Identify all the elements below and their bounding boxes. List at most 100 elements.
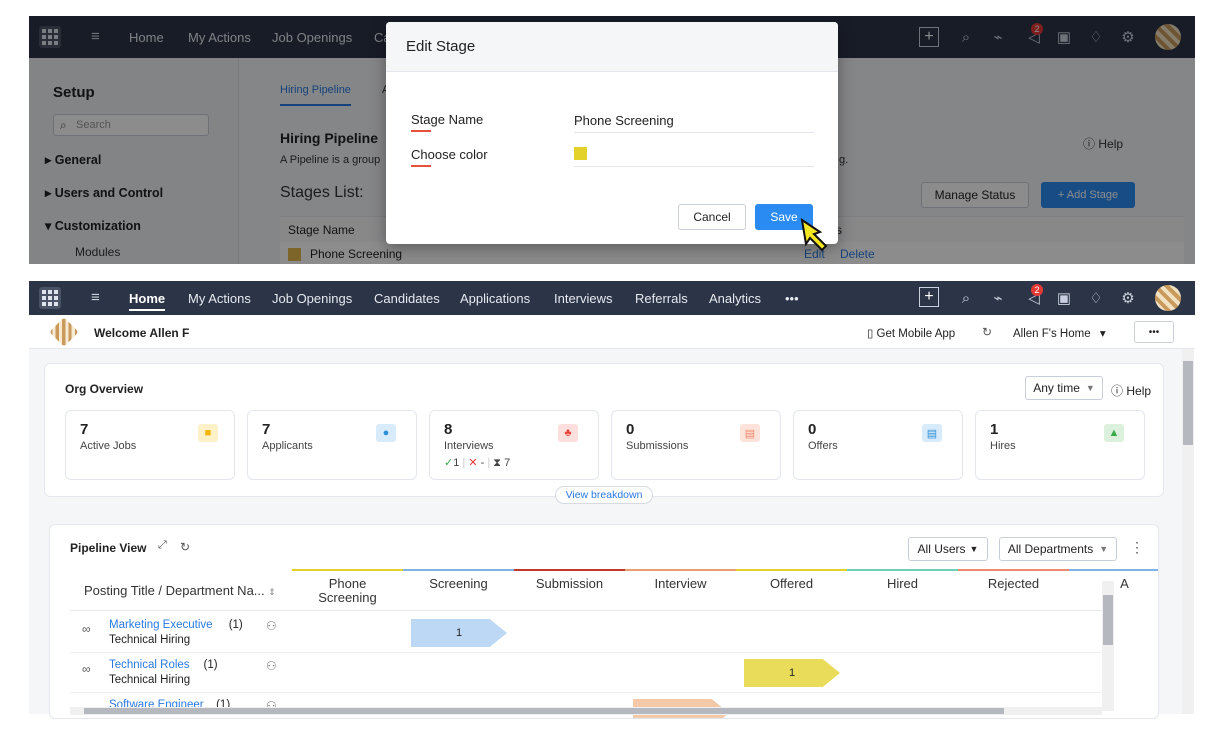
add-icon[interactable]: + xyxy=(919,27,939,47)
delete-link[interactable]: Delete xyxy=(840,247,875,261)
kebab-menu-icon[interactable]: ⋮ xyxy=(1130,539,1144,555)
stage-count-value: 1 xyxy=(455,627,463,639)
department-name: Technical Hiring xyxy=(109,634,191,646)
posting-title-link[interactable]: Marketing Executive xyxy=(109,619,213,631)
nav-job-openings[interactable]: Job Openings xyxy=(272,30,353,45)
add-user-icon[interactable]: ⚇ xyxy=(266,699,277,713)
stat-label: Applicants xyxy=(262,440,313,452)
calendar-icon[interactable]: ▣ xyxy=(1056,290,1072,307)
posting-title-column-header[interactable]: Posting Title / Department Na... ⇕ xyxy=(84,583,276,598)
chevron-down-icon: ▾ xyxy=(1099,328,1106,340)
page-scrollbar[interactable] xyxy=(1182,349,1194,714)
home-selector[interactable]: Allen F's Home ▾ xyxy=(1013,326,1106,340)
avatar[interactable] xyxy=(1155,285,1181,311)
tab-hiring-pipeline[interactable]: Hiring Pipeline xyxy=(280,84,351,106)
megaphone-icon[interactable]: ◁ xyxy=(1028,290,1040,307)
megaphone-icon[interactable]: ◁ xyxy=(1028,29,1040,46)
sidebar-item-general[interactable]: ▸ General xyxy=(45,153,102,167)
stage-count-chevron[interactable]: 1 xyxy=(411,619,507,647)
nav-referrals[interactable]: Referrals xyxy=(635,291,688,306)
apps-grid-icon[interactable] xyxy=(39,26,61,48)
notification-badge: 2 xyxy=(1031,23,1043,35)
edit-link[interactable]: Edit xyxy=(804,247,825,261)
stage-name-input[interactable]: Phone Screening xyxy=(574,113,814,133)
nav-home[interactable]: Home xyxy=(129,30,164,45)
binoculars-icon[interactable]: ∞ xyxy=(82,662,91,676)
welcome-text: Welcome Allen F xyxy=(94,326,190,340)
help-icon: ⓘ xyxy=(1111,384,1124,398)
vertical-scrollbar[interactable] xyxy=(1102,581,1114,711)
refresh-icon[interactable]: ↻ xyxy=(982,325,993,339)
vertical-scrollbar-thumb[interactable] xyxy=(1103,595,1113,645)
page-scrollbar-thumb[interactable] xyxy=(1183,361,1193,445)
setup-search-input[interactable]: ⌕ Search xyxy=(53,114,209,136)
tab-second-partial[interactable]: A xyxy=(382,84,389,96)
calendar-icon[interactable]: ▣ xyxy=(1056,29,1072,46)
help-link[interactable]: ⓘ Help xyxy=(1083,135,1123,152)
sidebar-item-modules[interactable]: Modules xyxy=(75,245,121,259)
nav-home[interactable]: Home xyxy=(129,291,166,311)
stat-label: Hires xyxy=(990,440,1016,452)
stat-card-interviews[interactable]: 8 Interviews ✓1 | ✕ - | ⧗ 7 ♣ xyxy=(429,410,599,480)
stat-card-submissions[interactable]: 0 Submissions ▤ xyxy=(611,410,781,480)
horizontal-scrollbar-thumb[interactable] xyxy=(84,708,1004,714)
add-user-icon[interactable]: ⚇ xyxy=(266,659,277,673)
rocket-icon[interactable]: ⌁ xyxy=(993,29,1003,46)
nav-my-actions[interactable]: My Actions xyxy=(188,291,251,306)
refresh-icon[interactable]: ↻ xyxy=(180,540,191,554)
search-icon[interactable]: ⌕ xyxy=(961,28,971,46)
nav-my-actions[interactable]: My Actions xyxy=(188,30,251,45)
stage-count-chevron[interactable]: 1 xyxy=(744,659,840,687)
nav-interviews[interactable]: Interviews xyxy=(554,291,613,306)
cross-icon: ✕ xyxy=(468,457,478,469)
posting-title-header-label: Posting Title / Department Na... xyxy=(84,583,265,598)
stat-card-hires[interactable]: 1 Hires ▲ xyxy=(975,410,1145,480)
view-breakdown-button[interactable]: View breakdown xyxy=(555,486,653,504)
stat-card-applicants[interactable]: 7 Applicants ● xyxy=(247,410,417,480)
color-swatch-picker[interactable] xyxy=(574,147,587,160)
help-label: Help xyxy=(1126,384,1152,398)
nav-candidates[interactable]: Candidates xyxy=(374,291,440,306)
help-label: Help xyxy=(1098,137,1124,151)
add-icon[interactable]: + xyxy=(919,287,939,307)
nav-job-openings[interactable]: Job Openings xyxy=(272,291,353,306)
sidebar-item-users-and-control[interactable]: ▸ Users and Control xyxy=(45,186,164,200)
pipeline-view-card: Pipeline View ⤢ ↻ All Users ▼ All Departm… xyxy=(49,524,1159,719)
nav-applications[interactable]: Applications xyxy=(460,291,531,306)
help-link[interactable]: ⓘ Help xyxy=(1111,382,1151,399)
avatar[interactable] xyxy=(1155,24,1181,50)
search-icon[interactable]: ⌕ xyxy=(961,289,971,307)
bell-icon[interactable]: ♢ xyxy=(1089,29,1103,46)
completed-count: 1 xyxy=(453,457,460,469)
nav-more[interactable]: ••• xyxy=(785,291,799,306)
rocket-icon[interactable]: ⌁ xyxy=(993,290,1003,307)
time-range-select[interactable]: Any time ▼ xyxy=(1025,376,1103,400)
stage-column-label: Interview xyxy=(654,576,707,591)
manage-status-button[interactable]: Manage Status xyxy=(921,182,1029,208)
sidebar-item-customization[interactable]: ▾ Customization xyxy=(45,219,141,233)
setup-sidebar: Setup ⌕ Search ▸ General ▸ Users and Con… xyxy=(29,58,239,264)
expand-icon[interactable]: ⤢ xyxy=(158,539,167,551)
nav-analytics[interactable]: Analytics xyxy=(709,291,762,306)
binoculars-icon[interactable]: ∞ xyxy=(82,622,91,636)
all-departments-select[interactable]: All Departments ▼ xyxy=(999,537,1117,561)
posting-title-link[interactable]: Technical Roles xyxy=(109,659,190,671)
stat-card-offers[interactable]: 0 Offers ▤ xyxy=(793,410,963,480)
get-mobile-app-link[interactable]: ▯ Get Mobile App xyxy=(867,326,955,340)
all-users-select[interactable]: All Users ▼ xyxy=(908,537,988,561)
stat-card-active-jobs[interactable]: 7 Active Jobs ■ xyxy=(65,410,235,480)
modal-title: Edit Stage xyxy=(406,38,476,55)
apps-grid-icon[interactable] xyxy=(39,287,61,309)
add-stage-button[interactable]: + Add Stage xyxy=(1041,182,1135,208)
add-user-icon[interactable]: ⚇ xyxy=(266,619,277,633)
horizontal-scrollbar[interactable] xyxy=(70,707,1102,715)
hamburger-icon[interactable]: ≡ xyxy=(91,28,100,45)
more-options-button[interactable]: ••• xyxy=(1134,321,1174,343)
gear-icon[interactable]: ⚙ xyxy=(1121,290,1135,307)
cancel-button[interactable]: Cancel xyxy=(678,204,746,230)
hamburger-icon[interactable]: ≡ xyxy=(91,289,100,306)
section-description: A Pipeline is a group xyxy=(280,154,381,166)
gear-icon[interactable]: ⚙ xyxy=(1121,29,1135,46)
interview-breakdown: ✓1 | ✕ - | ⧗ 7 xyxy=(444,457,511,469)
bell-icon[interactable]: ♢ xyxy=(1089,290,1103,307)
